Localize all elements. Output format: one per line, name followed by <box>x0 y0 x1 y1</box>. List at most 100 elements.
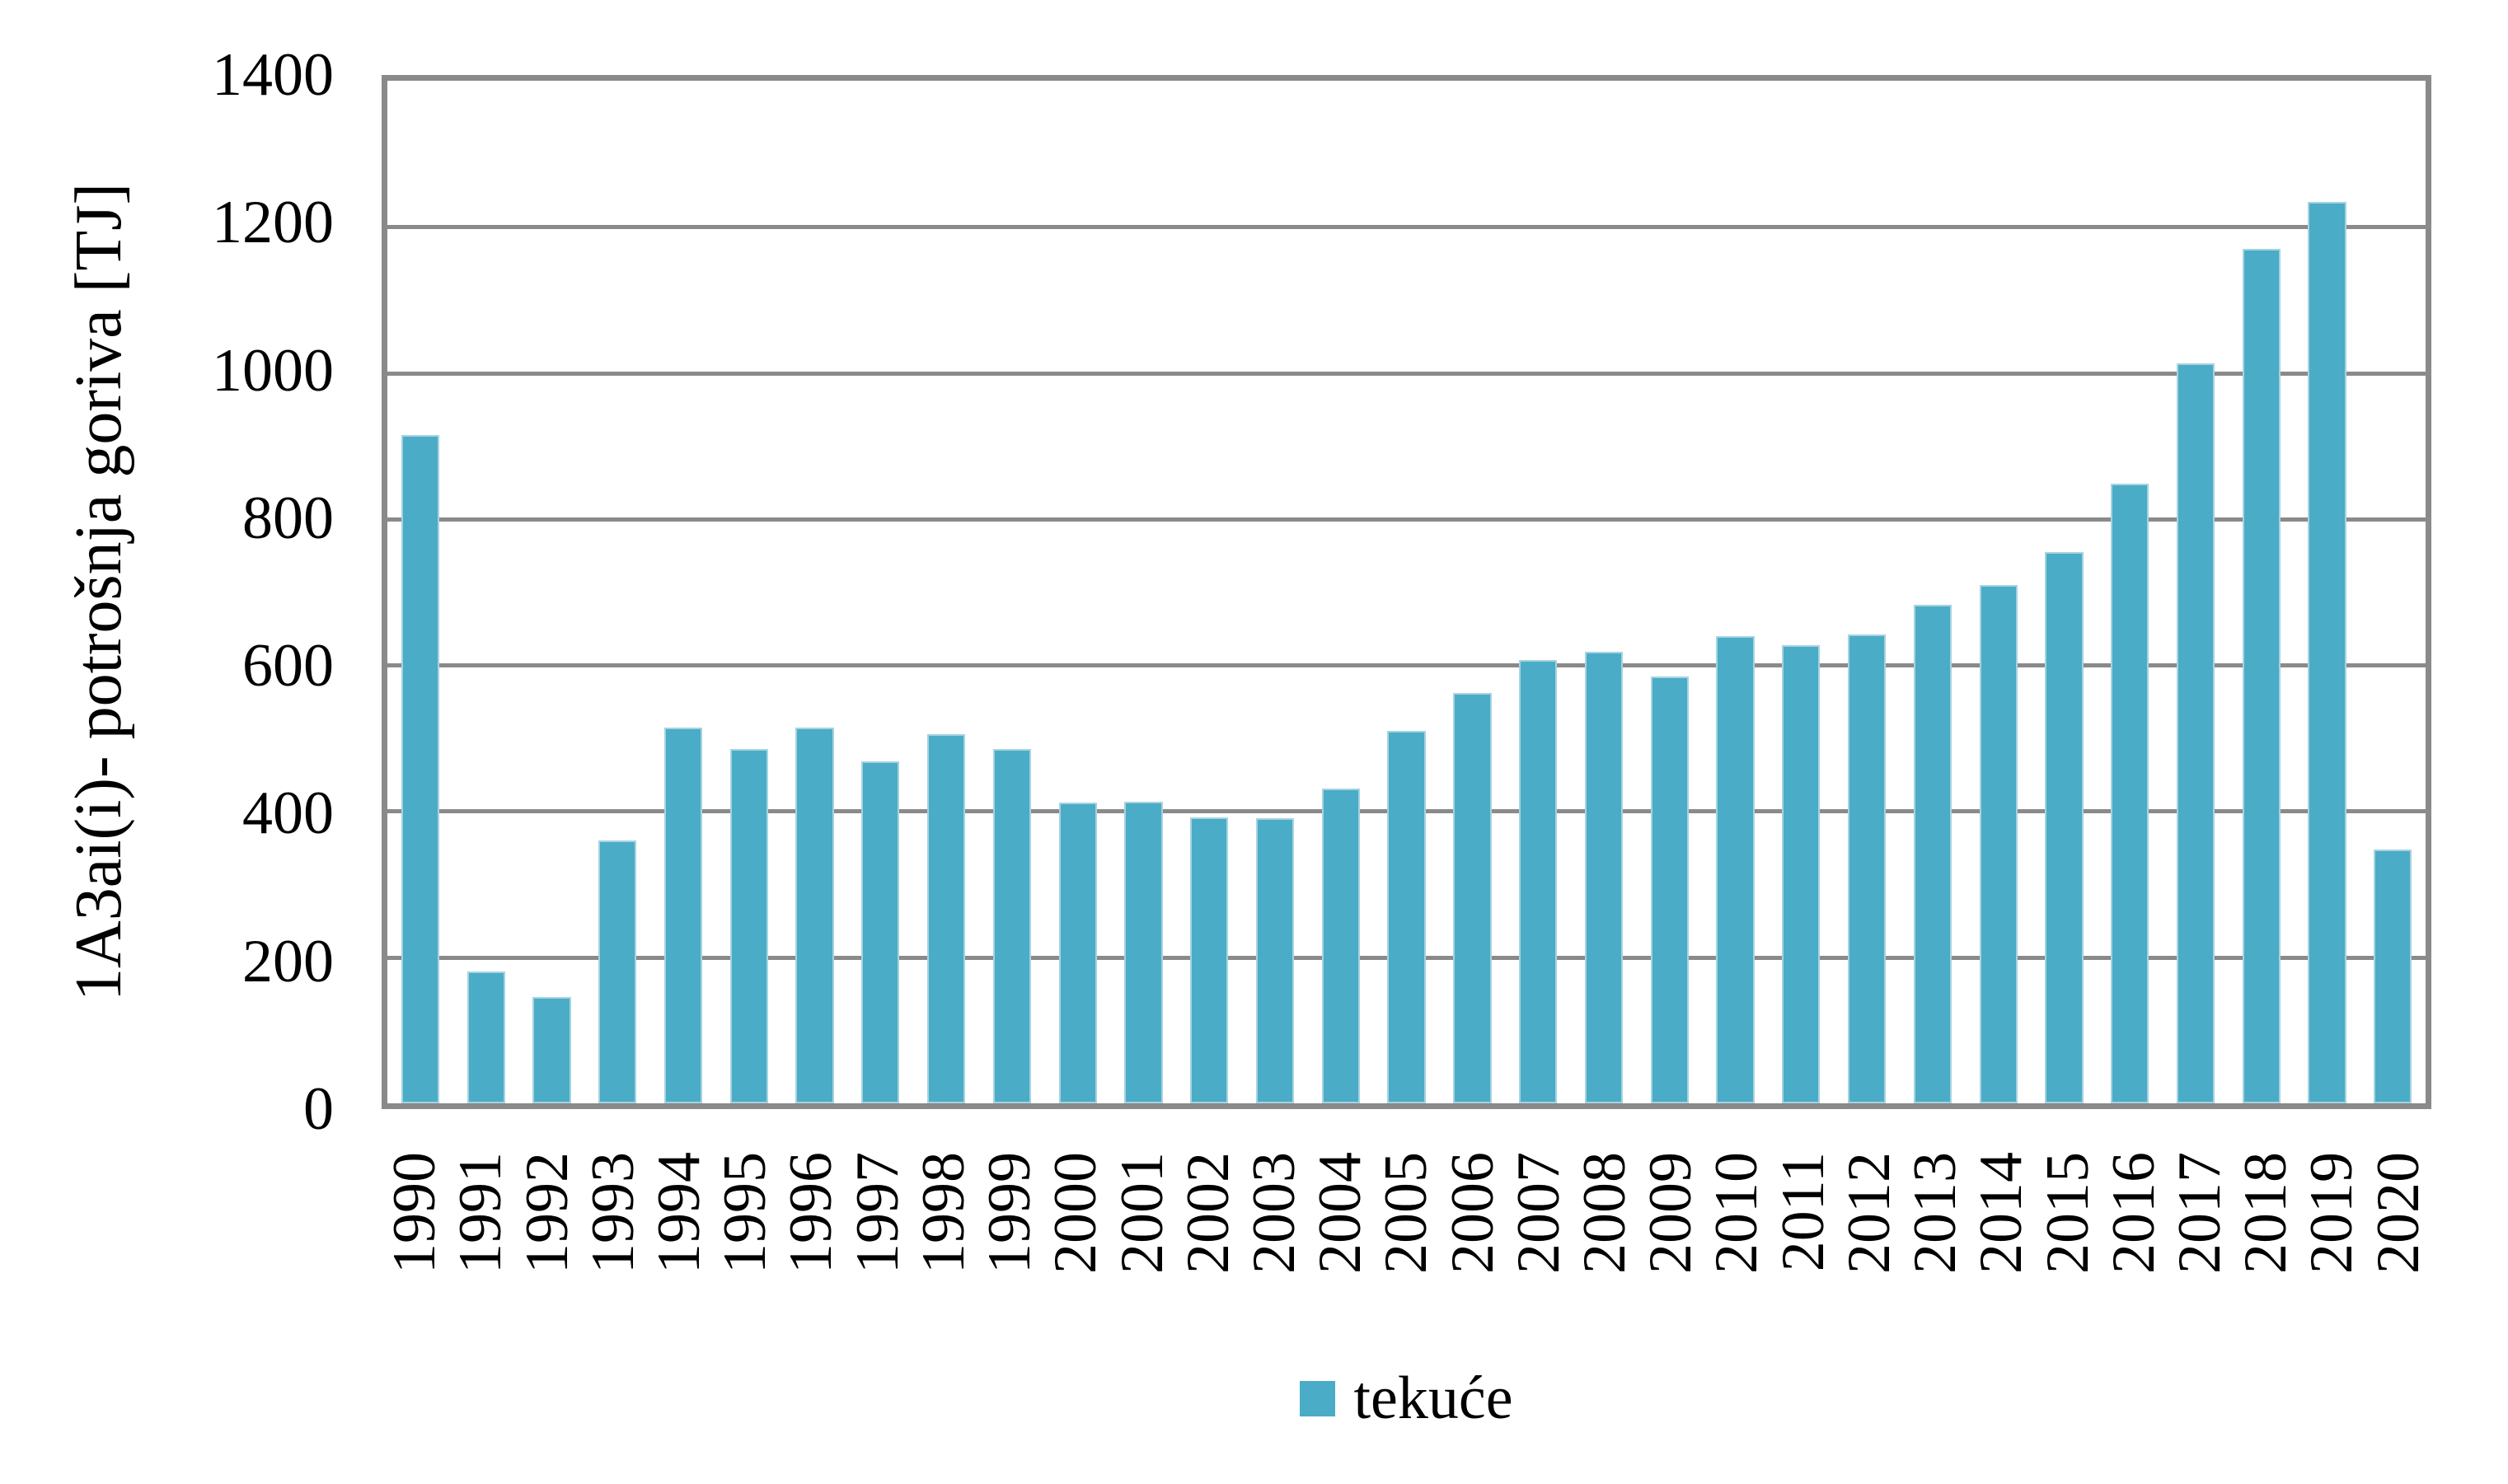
x-tick-2016: 2016 <box>2100 1152 2168 1374</box>
bar-1993 <box>598 840 637 1103</box>
x-tick-1999: 1999 <box>976 1152 1044 1374</box>
bar-2001 <box>1124 801 1163 1103</box>
x-tick-2019: 2019 <box>2298 1152 2366 1374</box>
x-tick-label-2020: 2020 <box>2364 1152 2432 1274</box>
x-tick-label-1990: 1990 <box>381 1152 449 1274</box>
x-tick-2015: 2015 <box>2033 1152 2102 1374</box>
bar-1995 <box>729 749 768 1103</box>
x-tick-label-2001: 2001 <box>1108 1152 1176 1274</box>
x-tick-1990: 1990 <box>381 1152 449 1374</box>
x-tick-2020: 2020 <box>2364 1152 2432 1374</box>
x-tick-1997: 1997 <box>844 1152 912 1374</box>
x-tick-label-2014: 2014 <box>1967 1152 2036 1274</box>
category-1994 <box>650 81 716 1103</box>
x-tick-label-1995: 1995 <box>711 1152 780 1274</box>
x-tick-1995: 1995 <box>711 1152 780 1374</box>
category-1996 <box>782 81 848 1103</box>
x-tick-2011: 2011 <box>1770 1152 1837 1374</box>
x-tick-label-1994: 1994 <box>645 1152 713 1274</box>
bar-1994 <box>663 727 703 1103</box>
x-tick-label-2000: 2000 <box>1042 1152 1110 1274</box>
gridline-600 <box>387 663 2426 668</box>
bar-2011 <box>1782 645 1821 1103</box>
legend-label: tekuće <box>1353 1365 1513 1432</box>
bar-1998 <box>927 734 966 1103</box>
x-tick-1993: 1993 <box>579 1152 647 1374</box>
y-tick-label-1400: 1400 <box>212 41 334 109</box>
y-tick-label-0: 0 <box>303 1075 334 1143</box>
bar-2019 <box>2308 202 2346 1103</box>
x-tick-2003: 2003 <box>1240 1152 1308 1374</box>
category-1999 <box>979 81 1045 1103</box>
category-2005 <box>1374 81 1440 1103</box>
bar-1990 <box>401 434 440 1103</box>
bar-1992 <box>532 997 571 1103</box>
bar-1991 <box>466 971 505 1103</box>
x-tick-1992: 1992 <box>513 1152 581 1374</box>
category-1992 <box>519 81 585 1103</box>
bar-2014 <box>1979 584 2018 1103</box>
bar-2010 <box>1716 635 1755 1103</box>
x-tick-2014: 2014 <box>1967 1152 2036 1374</box>
x-tick-label-2015: 2015 <box>2033 1152 2102 1274</box>
y-tick-label-1200: 1200 <box>212 189 334 257</box>
bar-2004 <box>1321 788 1360 1103</box>
category-1995 <box>716 81 782 1103</box>
bar-2002 <box>1190 817 1229 1103</box>
x-axis-tick-labels: 1990 1991 1992 1993 1994 1995 1996 1997 1998 1999… <box>381 1152 2432 1374</box>
x-tick-label-1992: 1992 <box>513 1152 581 1274</box>
bar-1997 <box>861 761 900 1103</box>
x-tick-label-2012: 2012 <box>1835 1152 1903 1274</box>
x-tick-label-1999: 1999 <box>976 1152 1044 1274</box>
category-1990 <box>387 81 453 1103</box>
x-tick-label-1993: 1993 <box>579 1152 647 1274</box>
x-tick-2009: 2009 <box>1637 1152 1705 1374</box>
category-2017 <box>2163 81 2229 1103</box>
y-tick-label-1000: 1000 <box>212 336 334 405</box>
bar-2005 <box>1387 730 1426 1103</box>
category-2002 <box>1176 81 1242 1103</box>
category-2011 <box>1768 81 1834 1103</box>
x-tick-label-2002: 2002 <box>1174 1152 1242 1274</box>
y-tick-label-200: 200 <box>242 927 334 995</box>
category-2019 <box>2295 81 2360 1103</box>
legend: tekuće <box>382 1361 2431 1435</box>
category-2012 <box>1834 81 1900 1103</box>
bar-1999 <box>992 749 1032 1103</box>
x-tick-label-2010: 2010 <box>1703 1152 1771 1274</box>
x-tick-label-2005: 2005 <box>1372 1152 1441 1274</box>
y-axis-tick-labels: 0 200 400 600 800 1000 1200 1400 <box>0 44 334 1140</box>
bar-2013 <box>1913 605 1952 1103</box>
bar-2006 <box>1453 692 1492 1103</box>
x-tick-label-2018: 2018 <box>2232 1152 2300 1274</box>
x-tick-2017: 2017 <box>2166 1152 2234 1374</box>
x-tick-2008: 2008 <box>1571 1152 1639 1374</box>
x-tick-2000: 2000 <box>1042 1152 1110 1374</box>
x-tick-label-2017: 2017 <box>2166 1152 2234 1274</box>
x-tick-label-2013: 2013 <box>1901 1152 1970 1274</box>
category-2020 <box>2360 81 2426 1103</box>
category-2015 <box>2032 81 2098 1103</box>
category-2014 <box>1966 81 2032 1103</box>
category-1997 <box>847 81 913 1103</box>
x-tick-2001: 2001 <box>1108 1152 1176 1374</box>
x-tick-label-1998: 1998 <box>909 1152 977 1274</box>
bar-2009 <box>1650 676 1689 1103</box>
category-2008 <box>1571 81 1637 1103</box>
x-tick-2013: 2013 <box>1901 1152 1970 1374</box>
gridline-1000 <box>387 371 2426 376</box>
x-tick-1991: 1991 <box>447 1152 514 1374</box>
category-2006 <box>1440 81 1506 1103</box>
x-tick-label-2019: 2019 <box>2298 1152 2366 1274</box>
category-2009 <box>1637 81 1703 1103</box>
category-2018 <box>2229 81 2295 1103</box>
x-tick-label-2008: 2008 <box>1571 1152 1639 1274</box>
x-tick-2006: 2006 <box>1439 1152 1507 1374</box>
category-1991 <box>453 81 519 1103</box>
category-2007 <box>1505 81 1571 1103</box>
bar-series <box>387 81 2426 1103</box>
y-tick-label-800: 800 <box>242 484 334 552</box>
x-tick-2005: 2005 <box>1372 1152 1441 1374</box>
x-tick-label-2009: 2009 <box>1637 1152 1705 1274</box>
